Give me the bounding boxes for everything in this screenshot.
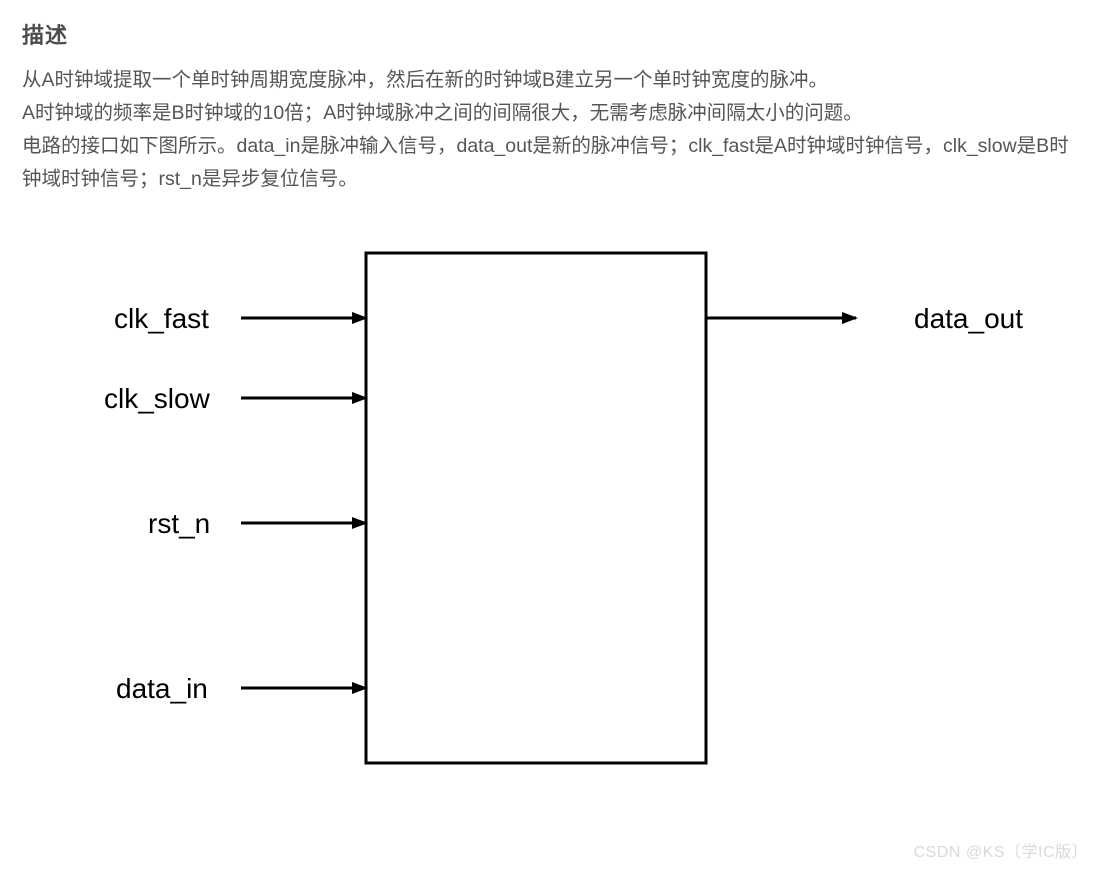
section-title: 描述 <box>22 18 1080 50</box>
port-label-data_in: data_in <box>116 673 208 704</box>
port-label-clk_fast: clk_fast <box>114 303 209 334</box>
diagram-container: clk_fast clk_slow rst_n data_in data_out <box>22 223 1080 783</box>
desc-line-1: 从A时钟域提取一个单时钟周期宽度脉冲，然后在新的时钟域B建立另一个单时钟宽度的脉… <box>22 69 828 91</box>
port-label-data_out: data_out <box>914 303 1023 334</box>
module-box <box>366 253 706 763</box>
desc-line-2: A时钟域的频率是B时钟域的10倍；A时钟域脉冲之间的间隔很大，无需考虑脉冲间隔太… <box>22 102 863 124</box>
block-diagram-svg: clk_fast clk_slow rst_n data_in data_out <box>36 223 1066 783</box>
port-label-clk_slow: clk_slow <box>104 383 211 414</box>
desc-line-3: 电路的接口如下图所示。data_in是脉冲输入信号，data_out是新的脉冲信… <box>22 135 1069 190</box>
watermark-text: CSDN @KS〔学IC版〕 <box>914 838 1088 862</box>
port-label-rst_n: rst_n <box>148 508 210 539</box>
page-root: 描述 从A时钟域提取一个单时钟周期宽度脉冲，然后在新的时钟域B建立另一个单时钟宽… <box>0 0 1102 870</box>
description-block: 从A时钟域提取一个单时钟周期宽度脉冲，然后在新的时钟域B建立另一个单时钟宽度的脉… <box>22 64 1080 197</box>
